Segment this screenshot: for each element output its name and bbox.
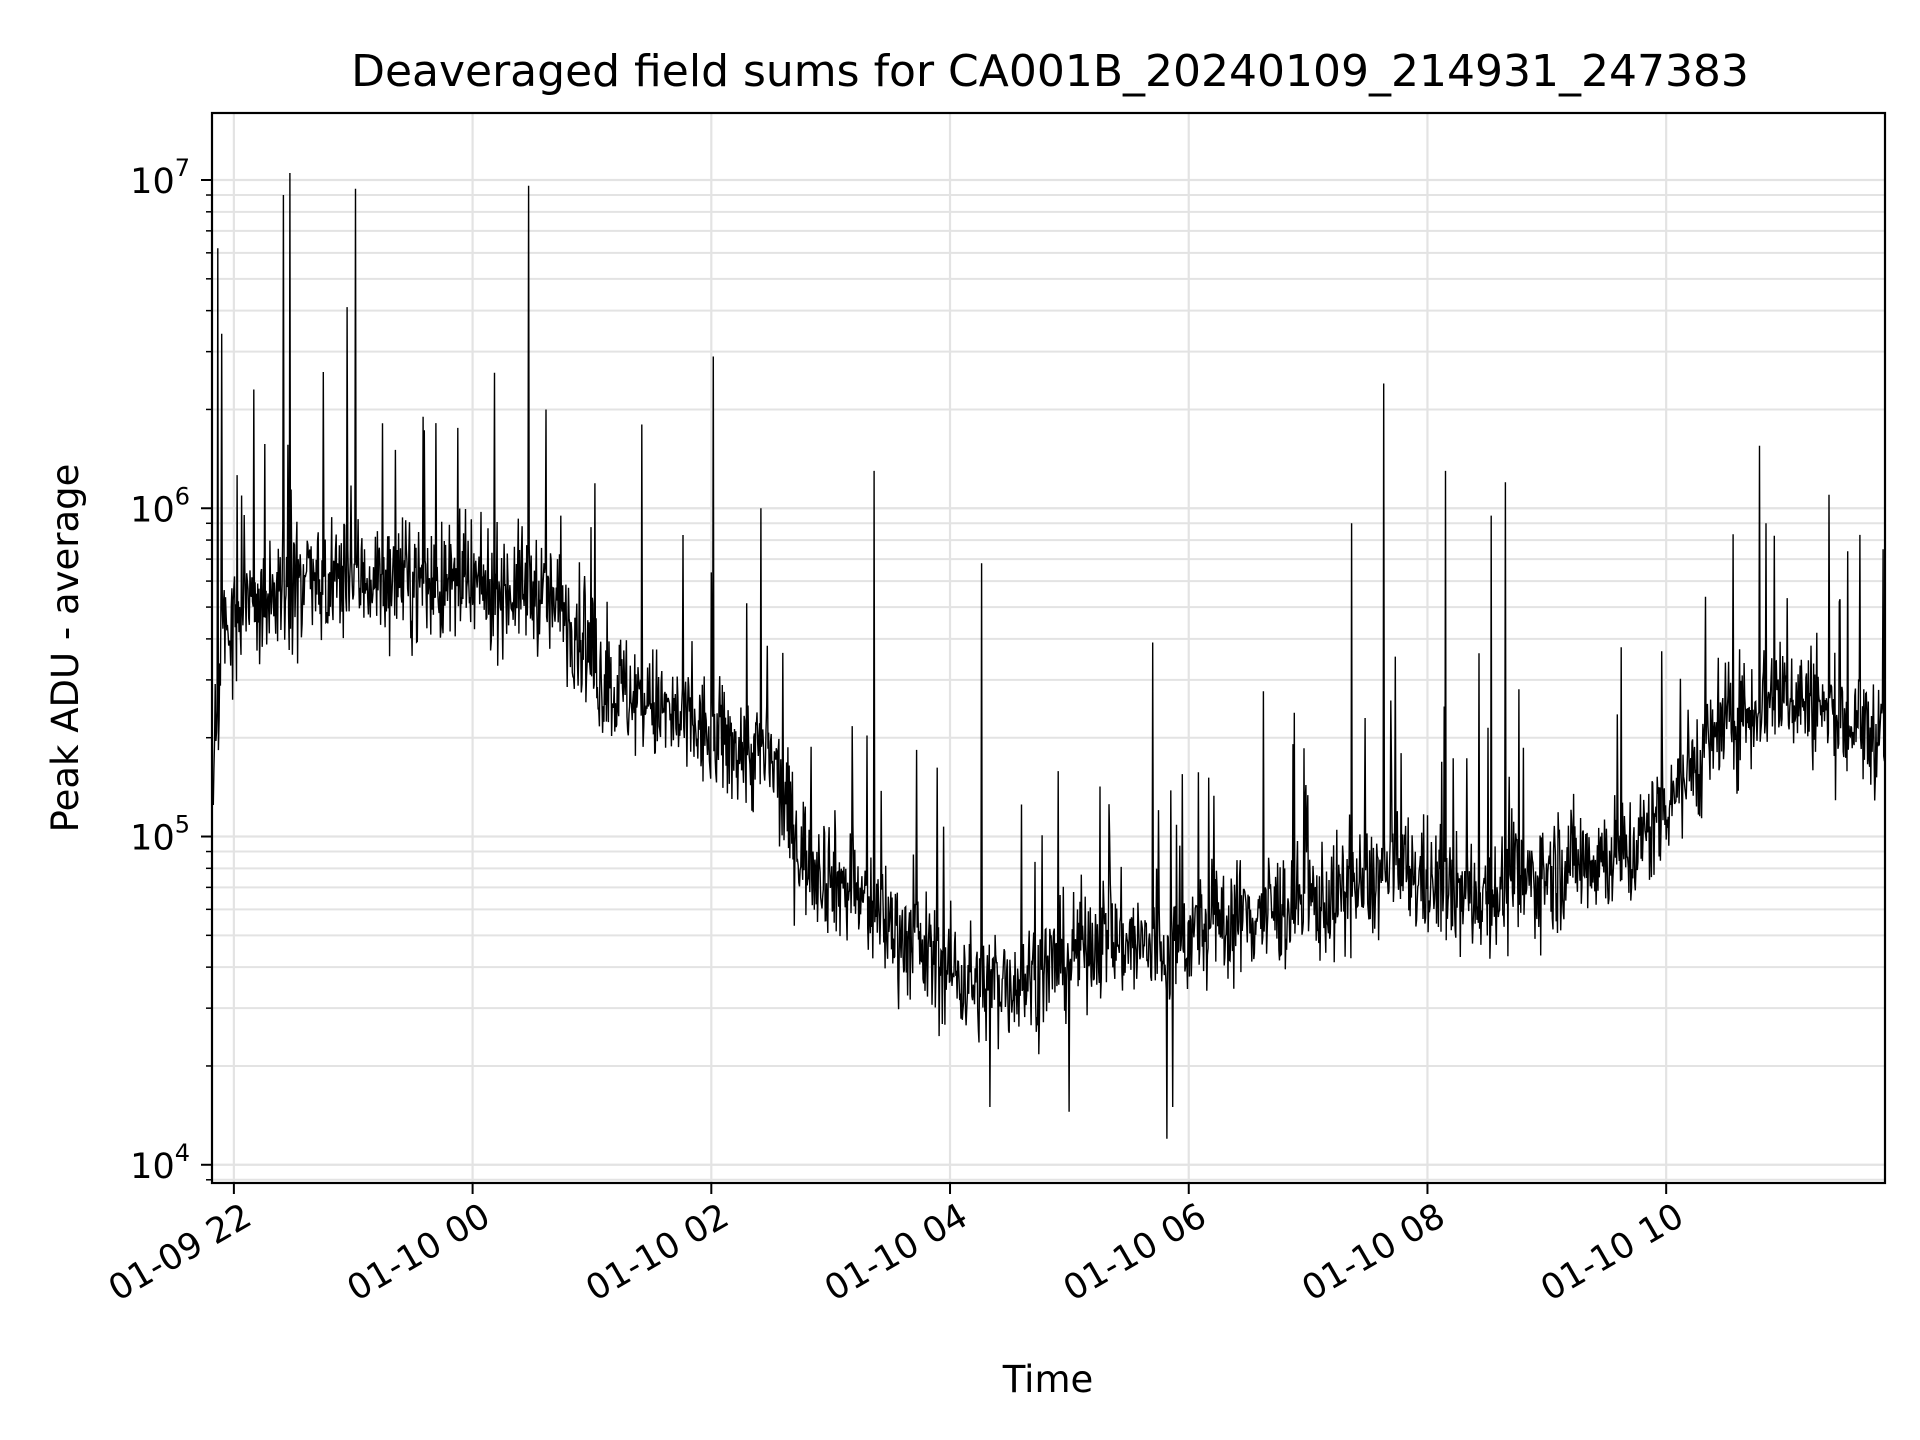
y-tick-label: 104	[130, 1139, 190, 1187]
chart-title: Deaveraged field sums for CA001B_2024010…	[351, 46, 1749, 97]
y-tick-label: 105	[130, 811, 190, 859]
grid-lines	[212, 113, 1885, 1183]
y-tick-label: 107	[130, 154, 190, 202]
y-axis-label: Peak ADU - average	[44, 464, 87, 833]
x-axis-label: Time	[1002, 1358, 1094, 1401]
y-axis-ticks: 104 105 106 107	[130, 154, 212, 1187]
y-tick-label: 106	[130, 482, 190, 530]
series-line	[211, 172, 1886, 1139]
plot-frame	[210, 111, 1887, 1185]
series-area	[211, 172, 1886, 1139]
